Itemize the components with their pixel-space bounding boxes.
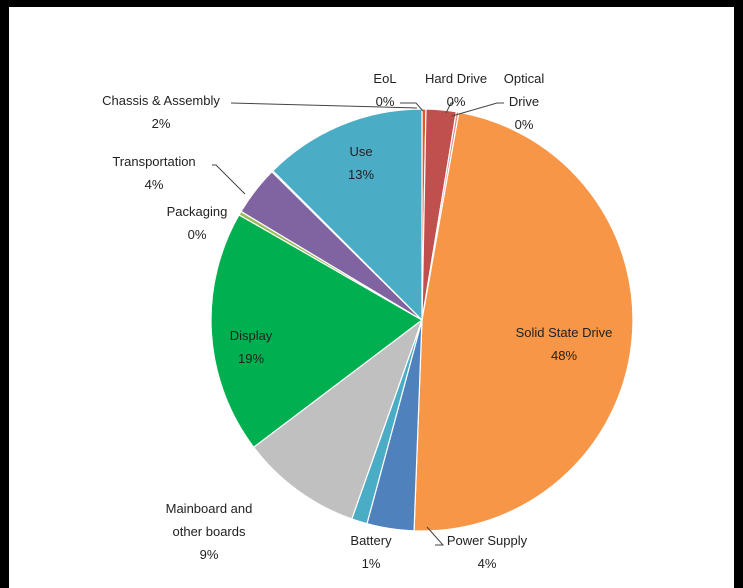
percent-label: 19% (238, 351, 264, 366)
percent-label: 1% (362, 556, 381, 571)
slice-use (271, 108, 423, 322)
category-label: Drive (509, 94, 539, 109)
percent-label: 4% (478, 556, 497, 571)
category-label: Battery (350, 533, 392, 548)
leader-line-chassis-and-assembly (230, 102, 418, 109)
label-optical-drive: Optical Drive 0% (504, 71, 545, 132)
leader-line-power-supply (426, 526, 445, 546)
category-label: other boards (173, 524, 246, 539)
category-label: Mainboard and (166, 501, 253, 516)
label-power-supply: Power Supply 4% (447, 533, 528, 571)
label-solid-state-drive: Solid State Drive 48% (516, 325, 613, 363)
category-label: Chassis & Assembly (102, 93, 220, 108)
percent-label: 48% (551, 348, 577, 363)
percent-label: 0% (447, 94, 466, 109)
slice-labels: EoL 0% Hard Drive 0% Optical Drive 0% Solid Sta… (102, 71, 612, 571)
category-label: Display (230, 328, 273, 343)
leader-line-eol (400, 102, 424, 112)
leader-line-optical-drive (451, 102, 504, 117)
chart-canvas: EoL 0% Hard Drive 0% Optical Drive 0% Solid Sta… (9, 7, 734, 588)
slice-display (210, 214, 424, 449)
percent-label: 0% (515, 117, 534, 132)
category-label: Power Supply (447, 533, 528, 548)
label-display: Display 19% (230, 328, 273, 366)
slice-mainboard-and-other-boards (252, 318, 424, 520)
label-mainboard-and-other-boards: Mainboard and other boards 9% (166, 501, 253, 562)
leader-lines (212, 102, 504, 546)
category-label: EoL (373, 71, 396, 86)
label-eol: EoL 0% (373, 71, 396, 109)
category-label: Optical (504, 71, 545, 86)
category-label: Packaging (167, 204, 228, 219)
percent-label: 4% (145, 177, 164, 192)
percent-label: 13% (348, 167, 374, 182)
category-label: Transportation (112, 154, 195, 169)
category-label: Use (349, 144, 372, 159)
pie-slices (210, 108, 634, 532)
percent-label: 0% (188, 227, 207, 242)
label-chassis-and-assembly: Chassis & Assembly 2% (102, 93, 220, 131)
label-hard-drive: Hard Drive 0% (425, 71, 487, 109)
label-use: Use 13% (348, 144, 374, 182)
category-label: Solid State Drive (516, 325, 613, 340)
percent-label: 9% (200, 547, 219, 562)
label-packaging: Packaging 0% (167, 204, 228, 242)
label-transportation: Transportation 4% (112, 154, 195, 192)
slice-solid-state-drive (413, 111, 634, 532)
category-label: Hard Drive (425, 71, 487, 86)
leader-line-transportation (212, 164, 246, 195)
leader-line-hard-drive (445, 102, 454, 114)
percent-label: 2% (152, 116, 171, 131)
pie-chart: EoL 0% Hard Drive 0% Optical Drive 0% Solid Sta… (102, 71, 634, 571)
label-battery: Battery 1% (350, 533, 392, 571)
percent-label: 0% (376, 94, 395, 109)
